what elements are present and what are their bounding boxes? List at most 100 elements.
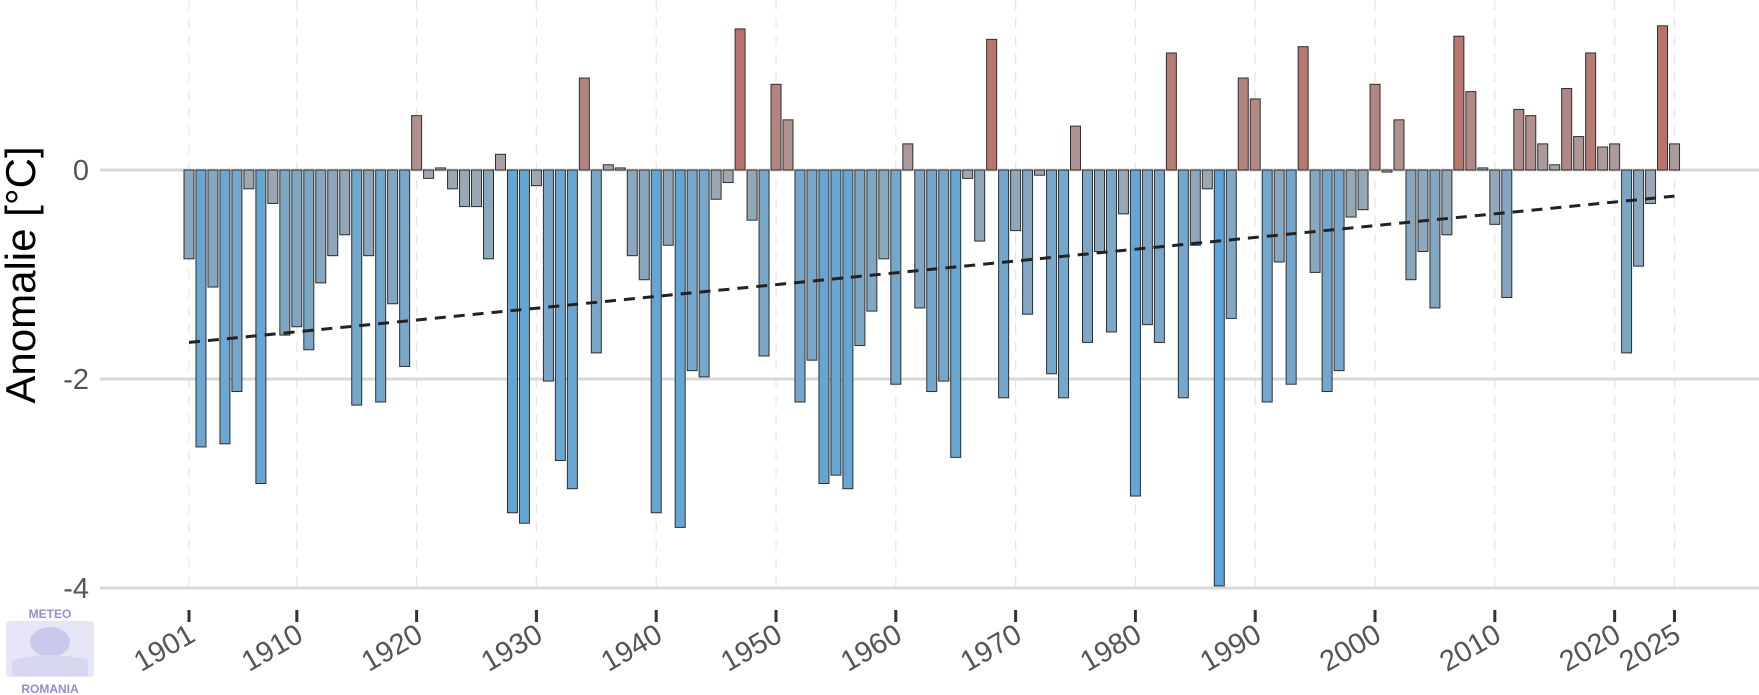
- bar-1908: [267, 169, 279, 204]
- bar-1964: [938, 169, 950, 382]
- bar-1911: [303, 169, 315, 351]
- bar-1988: [1225, 169, 1237, 319]
- bar-1913: [327, 169, 339, 257]
- x-tick-label: 1940: [596, 618, 668, 678]
- bar-1950: [770, 83, 782, 171]
- bar-1985: [1189, 169, 1201, 246]
- bar-2002: [1393, 119, 1405, 171]
- bar-1932: [554, 169, 566, 462]
- x-tick-label: 1910: [236, 618, 308, 678]
- x-tick-label: 1990: [1195, 618, 1267, 678]
- x-tick-label: 2000: [1315, 618, 1387, 678]
- bar-1919: [399, 169, 411, 367]
- bar-1909: [279, 169, 291, 336]
- bar-1955: [830, 169, 842, 476]
- bar-1956: [842, 169, 854, 490]
- bar-1937: [614, 167, 626, 171]
- bar-1966: [962, 169, 974, 179]
- bar-1912: [315, 169, 327, 284]
- bar-1903: [207, 169, 219, 288]
- bar-1927: [494, 153, 506, 171]
- bar-1907: [255, 169, 267, 484]
- x-tick-label: 1960: [835, 618, 907, 678]
- bar-1904: [219, 169, 231, 445]
- bar-1990: [1249, 98, 1261, 171]
- bar-2012: [1513, 108, 1525, 171]
- bar-1980: [1129, 169, 1141, 497]
- bar-1951: [782, 119, 794, 171]
- bar-1991: [1261, 169, 1273, 403]
- x-axis-ticks: 1901 1910 1920 1930 1940 1950 1960 1970 1980 1990…: [129, 610, 1686, 678]
- bar-1939: [638, 169, 650, 281]
- bar-2019: [1597, 146, 1609, 171]
- bar-2009: [1477, 167, 1489, 171]
- x-tick-label: 2010: [1434, 618, 1506, 678]
- bar-1960: [890, 169, 902, 385]
- bar-1976: [1082, 169, 1093, 343]
- bar-1967: [974, 169, 986, 242]
- bar-1947: [734, 28, 746, 171]
- bar-1938: [626, 169, 638, 257]
- bar-1916: [363, 169, 375, 257]
- x-tick-label: 1970: [955, 618, 1027, 678]
- bar-1999: [1357, 169, 1369, 211]
- bar-1952: [794, 169, 806, 403]
- bar-1983: [1165, 52, 1177, 171]
- bar-1958: [866, 169, 878, 312]
- bar-1933: [566, 169, 578, 490]
- bar-2010: [1489, 169, 1501, 225]
- bar-1936: [602, 164, 614, 171]
- bar-1920: [411, 115, 423, 171]
- bars-group: [183, 25, 1681, 587]
- bar-2001: [1381, 169, 1393, 173]
- bar-1921: [423, 169, 435, 179]
- bar-1974: [1058, 169, 1070, 399]
- bar-1941: [662, 169, 674, 246]
- bar-2007: [1453, 35, 1465, 171]
- bar-1963: [926, 169, 938, 393]
- bar-1971: [1022, 169, 1034, 315]
- bar-2016: [1561, 87, 1573, 171]
- bar-1989: [1237, 77, 1249, 171]
- bar-1957: [854, 169, 866, 347]
- bar-1930: [530, 169, 542, 187]
- bar-1917: [375, 169, 387, 403]
- bar-1973: [1046, 169, 1058, 375]
- y-tick-labels: 0 -2 -4: [63, 155, 89, 605]
- bar-1915: [351, 169, 363, 406]
- bar-1918: [387, 169, 399, 305]
- bar-2008: [1465, 91, 1477, 171]
- bar-2013: [1525, 115, 1537, 171]
- y-tick-label: -4: [63, 573, 89, 605]
- bar-1962: [914, 169, 926, 309]
- x-tick-label: 2020: [1554, 618, 1626, 678]
- bar-2006: [1441, 169, 1453, 236]
- bar-1986: [1201, 169, 1213, 190]
- bar-1959: [878, 169, 890, 260]
- x-tick-label: 1980: [1075, 618, 1147, 678]
- bar-1954: [818, 169, 830, 484]
- y-tick-label: -2: [63, 364, 89, 396]
- bar-1998: [1345, 169, 1357, 218]
- bar-1972: [1034, 169, 1046, 176]
- bar-1914: [339, 169, 351, 236]
- bar-1905: [231, 169, 243, 393]
- bar-1978: [1105, 169, 1117, 333]
- x-tick-label: 1920: [356, 618, 428, 678]
- bar-1946: [722, 169, 734, 184]
- bar-1940: [650, 169, 662, 514]
- bar-1987: [1213, 169, 1225, 587]
- trend-line: [188, 194, 1675, 344]
- bar-1902: [195, 169, 207, 448]
- bar-1929: [518, 169, 530, 524]
- bar-1910: [291, 169, 303, 328]
- bar-1965: [950, 169, 962, 458]
- bar-2000: [1369, 83, 1381, 171]
- bar-2024: [1657, 25, 1669, 171]
- bar-1994: [1297, 46, 1309, 171]
- bar-1996: [1321, 169, 1333, 393]
- bar-1935: [590, 169, 602, 354]
- bar-2020: [1609, 143, 1621, 171]
- bar-2004: [1417, 169, 1429, 253]
